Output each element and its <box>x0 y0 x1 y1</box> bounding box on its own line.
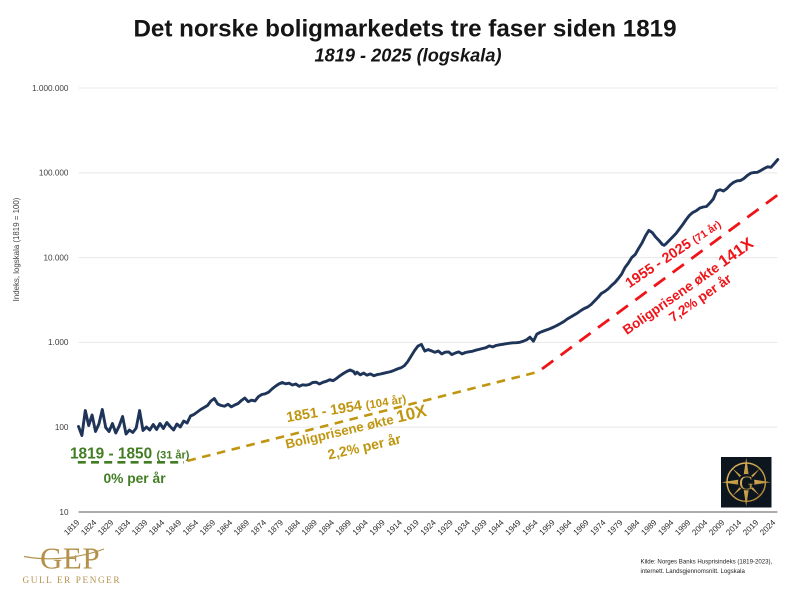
svg-text:Indeks, logskala (1819 = 100): Indeks, logskala (1819 = 100) <box>12 197 21 301</box>
svg-text:0% per år: 0% per år <box>103 471 166 486</box>
svg-text:G: G <box>739 472 753 494</box>
svg-text:Det norske boligmarkedets tre: Det norske boligmarkedets tre faser side… <box>133 16 676 43</box>
svg-text:1.000.000: 1.000.000 <box>32 84 69 93</box>
svg-text:1819 - 2025 (logskala): 1819 - 2025 (logskala) <box>314 45 501 65</box>
svg-text:GULL ER PENGER: GULL ER PENGER <box>23 575 122 585</box>
svg-text:100: 100 <box>55 423 69 432</box>
svg-text:internett. Landsgjennomsnitt.: internett. Landsgjennomsnitt. Logskala <box>641 568 746 575</box>
svg-text:Kilde: Norges Banks Husprisind: Kilde: Norges Banks Husprisindeks (1819-… <box>641 559 773 566</box>
svg-text:1.000: 1.000 <box>48 338 69 347</box>
svg-text:10: 10 <box>59 508 69 517</box>
svg-text:1819 - 1850 (31 år): 1819 - 1850 (31 år) <box>70 446 190 463</box>
svg-text:10.000: 10.000 <box>43 253 68 262</box>
svg-text:GEP: GEP <box>40 541 100 576</box>
svg-text:100.000: 100.000 <box>39 169 69 178</box>
